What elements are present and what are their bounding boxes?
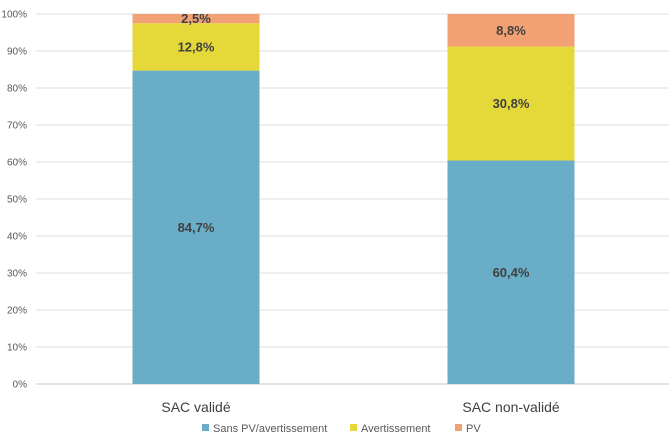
y-tick-label: 80%: [7, 84, 27, 95]
y-axis-ticks: 0% 10% 20% 30% 40% 50% 60% 70% 80% 90% 100%: [1, 10, 27, 391]
legend-label: Avertissement: [361, 423, 431, 435]
y-tick-label: 100%: [1, 10, 27, 21]
x-tick-label: SAC validé: [161, 399, 230, 415]
bar-segment: [132, 70, 260, 385]
y-tick-label: 40%: [7, 232, 27, 243]
data-label: 30,8%: [493, 96, 530, 111]
legend: Sans PV/avertissement Avertissement PV: [202, 423, 481, 435]
y-tick-label: 10%: [7, 343, 27, 354]
legend-label: Sans PV/avertissement: [213, 423, 327, 435]
data-label: 60,4%: [493, 265, 530, 280]
legend-swatch: [455, 424, 462, 431]
data-label: 12,8%: [178, 39, 215, 54]
data-label: 84,7%: [178, 220, 215, 235]
y-tick-label: 70%: [7, 121, 27, 132]
y-tick-label: 20%: [7, 306, 27, 317]
legend-item: Sans PV/avertissement: [202, 423, 327, 435]
legend-swatch: [202, 424, 209, 431]
y-tick-label: 60%: [7, 158, 27, 169]
bar-segment: [447, 14, 575, 47]
legend-label: PV: [466, 423, 481, 435]
data-label: 8,8%: [496, 23, 526, 38]
data-labels: 84,7% 12,8% 2,5% 60,4% 30,8% 8,8%: [178, 11, 530, 280]
legend-swatch: [350, 424, 357, 431]
bar-segment: [447, 160, 575, 384]
legend-item: Avertissement: [350, 423, 431, 435]
bar-segment: [132, 14, 260, 24]
bar-segment: [132, 23, 260, 71]
data-label: 2,5%: [181, 11, 211, 26]
legend-item: PV: [455, 423, 481, 435]
bar-segment: [447, 46, 575, 161]
y-tick-label: 0%: [13, 380, 28, 391]
x-axis-ticks: SAC validé SAC non-validé: [161, 399, 559, 415]
bars: [132, 14, 575, 385]
y-tick-label: 30%: [7, 269, 27, 280]
x-tick-label: SAC non-validé: [462, 399, 559, 415]
y-tick-label: 50%: [7, 195, 27, 206]
y-tick-label: 90%: [7, 47, 27, 58]
